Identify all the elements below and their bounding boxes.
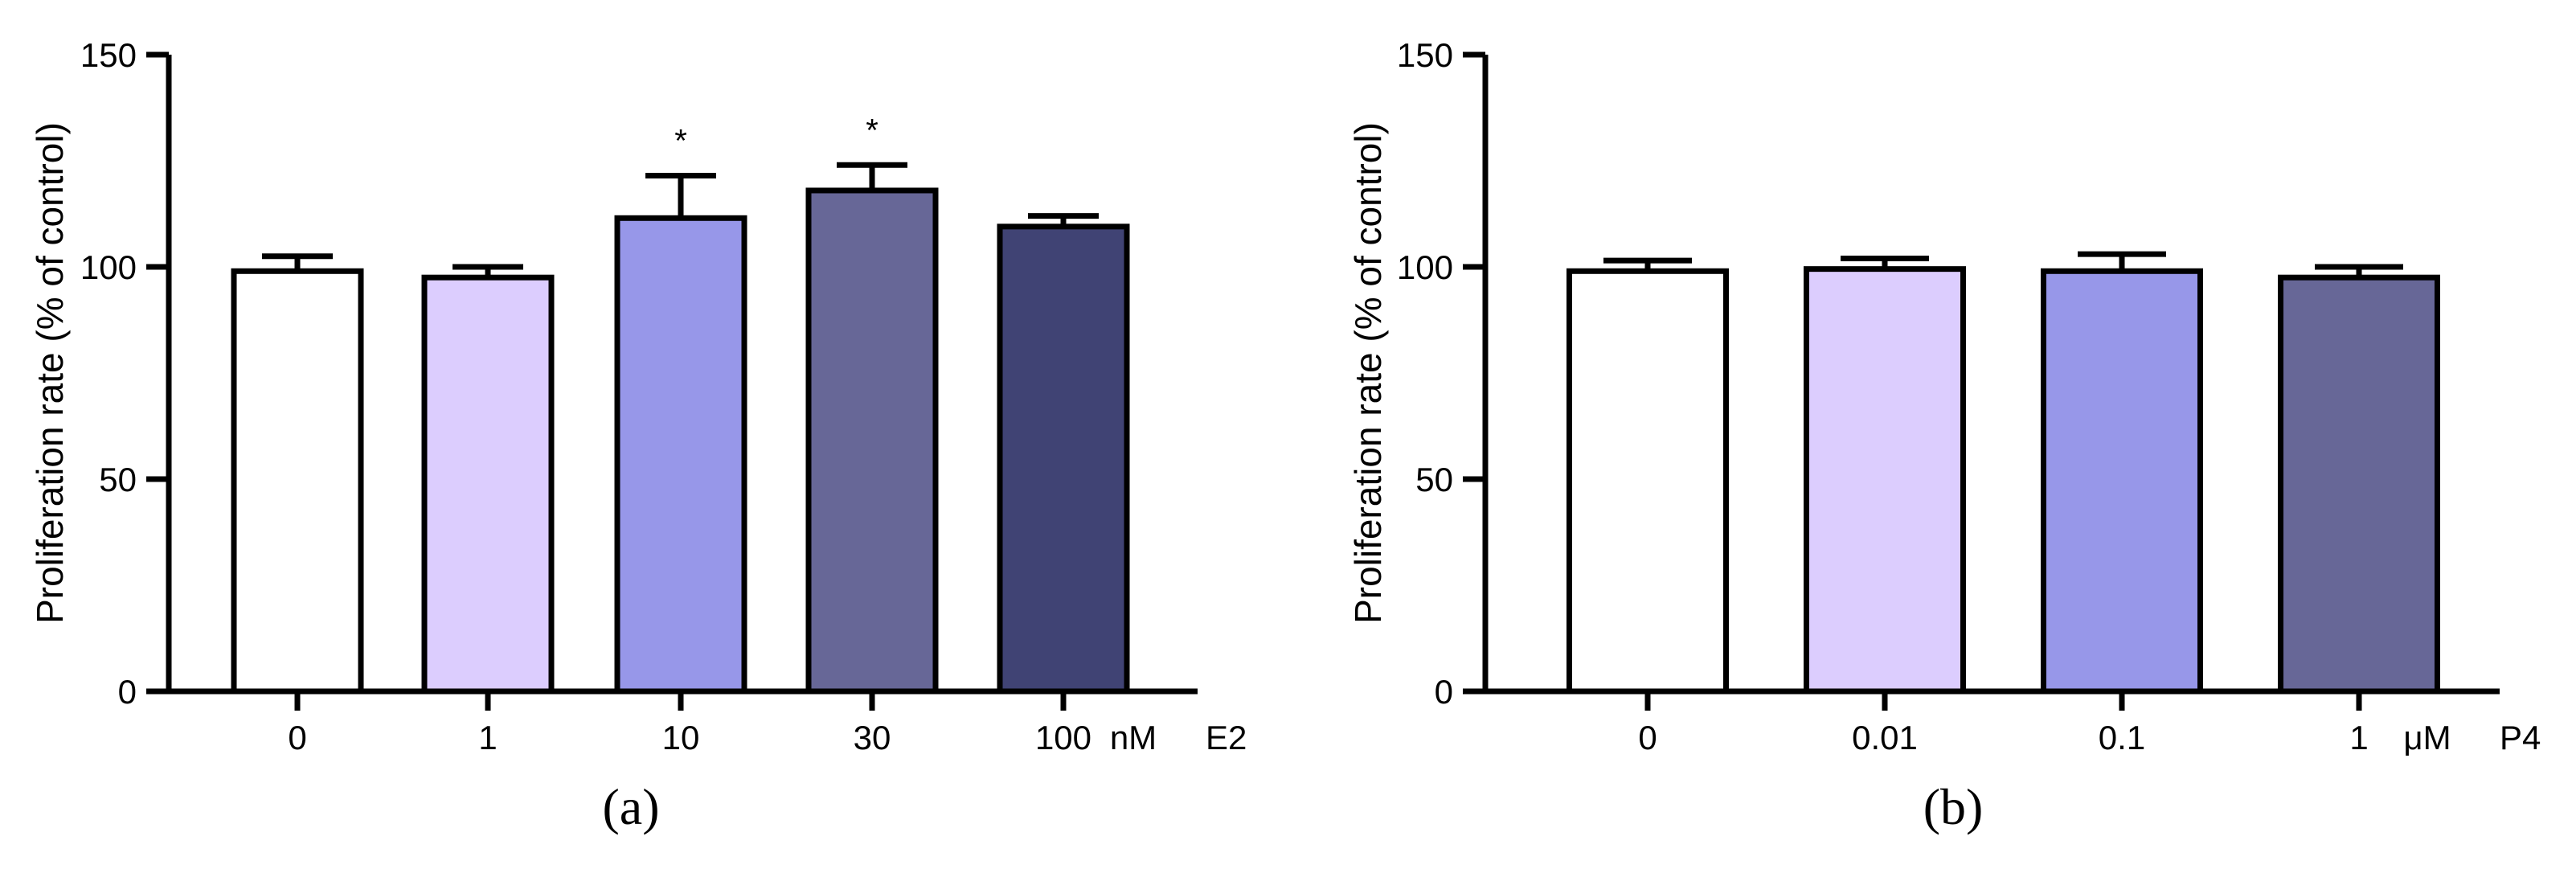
treatment-label: E2 — [1206, 719, 1247, 756]
x-tick-label: 0.1 — [2099, 719, 2145, 756]
panel-label-a: (a) — [602, 778, 659, 835]
x-unit-label: nM — [1110, 719, 1157, 756]
significance-mark: * — [866, 113, 878, 148]
x-tick-label: 0.01 — [1852, 719, 1918, 756]
y-tick-label: 100 — [1397, 248, 1453, 286]
panel-b: 0 50 100 150 Proliferation rate (% of contro… — [1347, 36, 2541, 756]
bar — [614, 215, 747, 695]
x-tick-label: 10 — [662, 719, 700, 756]
panel-label-b: (b) — [1923, 778, 1984, 835]
treatment-label: P4 — [2500, 719, 2541, 756]
bar — [2041, 268, 2203, 695]
bar — [1566, 268, 1729, 695]
y-tick-label: 50 — [99, 461, 137, 498]
significance-mark: * — [674, 123, 687, 158]
bar — [421, 274, 555, 695]
x-tick-label: 100 — [1035, 719, 1091, 756]
bar — [997, 223, 1130, 695]
y-axis-title: Proliferation rate (% of control) — [29, 122, 71, 624]
y-tick-label: 50 — [1415, 461, 1453, 498]
bar — [231, 268, 364, 695]
x-tick-label: 1 — [2349, 719, 2368, 756]
y-tick-label: 150 — [80, 36, 137, 74]
y-axis-title: Proliferation rate (% of control) — [1347, 122, 1389, 624]
y-tick-label: 100 — [80, 248, 137, 286]
bar — [1804, 266, 1966, 695]
y-tick-label: 0 — [118, 673, 137, 711]
bar — [2278, 274, 2440, 695]
y-tick-label: 150 — [1397, 36, 1453, 74]
bar — [805, 187, 939, 695]
x-tick-label: 30 — [854, 719, 891, 756]
x-tick-label: 1 — [478, 719, 497, 756]
x-tick-label: 0 — [288, 719, 306, 756]
x-unit-label: μM — [2403, 719, 2451, 756]
x-tick-label: 0 — [1638, 719, 1657, 756]
y-tick-label: 0 — [1435, 673, 1453, 711]
